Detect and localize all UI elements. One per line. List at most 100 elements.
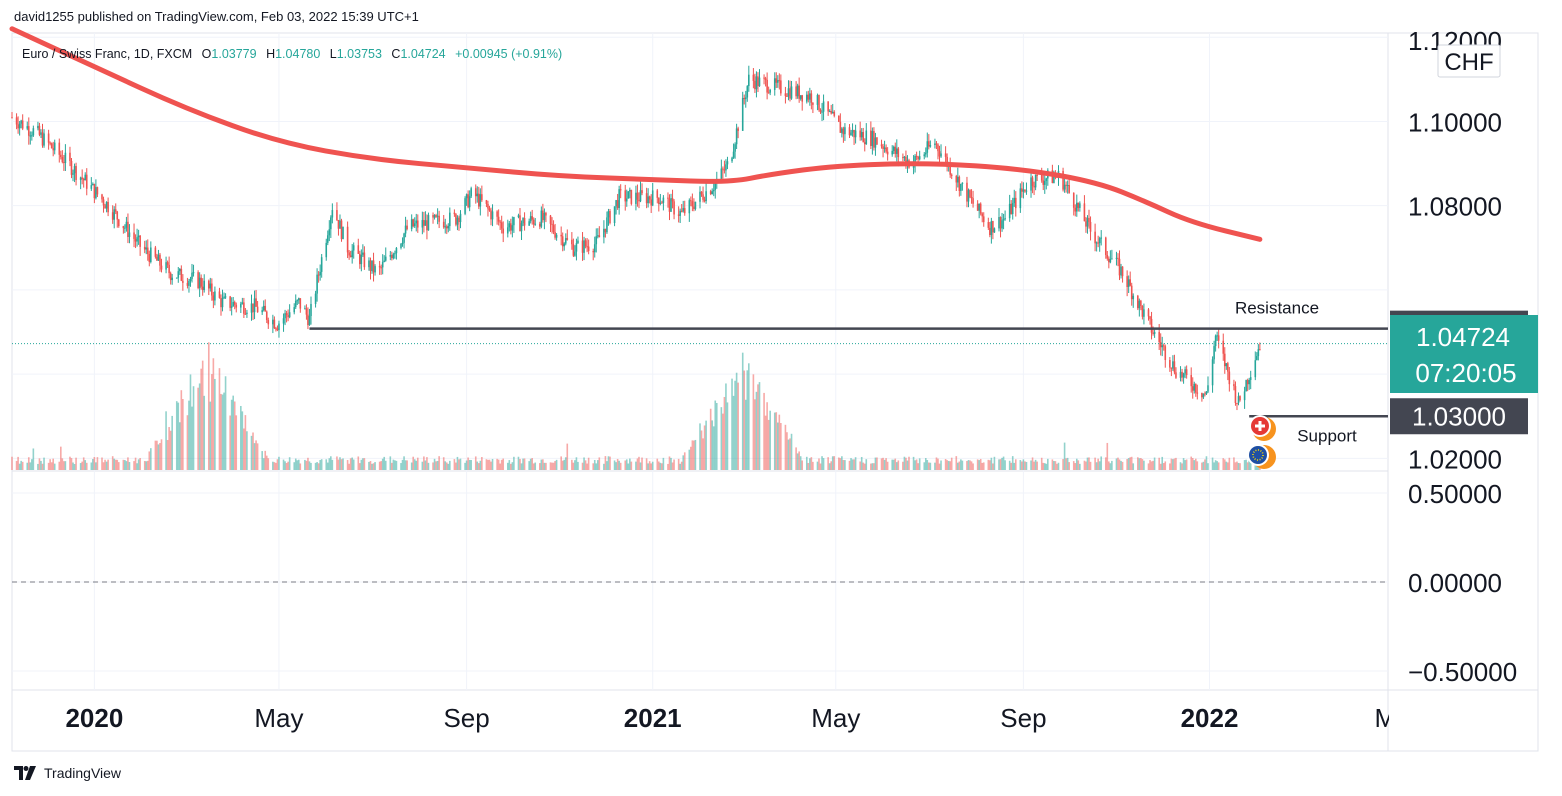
- candle-body: [1257, 349, 1260, 357]
- volume-bar: [395, 460, 398, 470]
- candle-body: [1217, 335, 1220, 341]
- volume-bar: [886, 461, 889, 470]
- volume-bar: [775, 412, 778, 470]
- candle-body: [822, 101, 825, 112]
- candle-body: [1248, 379, 1250, 385]
- candle-body: [146, 247, 149, 255]
- volume-bar: [165, 411, 167, 470]
- candle-body: [395, 247, 398, 254]
- volume-bar: [1104, 457, 1107, 470]
- candle-body: [830, 111, 832, 114]
- volume-bar: [805, 456, 808, 470]
- volume-bar: [763, 392, 765, 470]
- candle-body: [671, 198, 674, 202]
- candle-body: [737, 128, 739, 131]
- tradingview-logo-icon: [14, 766, 36, 780]
- volume-bar: [72, 462, 74, 470]
- volume-bar: [114, 459, 117, 470]
- candle-body: [1239, 396, 1241, 401]
- candle-body: [934, 143, 936, 146]
- candle-body: [346, 226, 349, 253]
- candle-body: [958, 176, 961, 191]
- candle-body: [287, 315, 289, 318]
- volume-bar: [60, 446, 62, 470]
- volume-bar: [949, 461, 951, 470]
- open-label: O: [202, 47, 212, 61]
- candle-body: [807, 94, 810, 100]
- volume-bar: [146, 460, 149, 470]
- volume-bar: [667, 463, 669, 470]
- candle-body: [839, 121, 842, 133]
- candle-body: [380, 267, 382, 269]
- volume-bar: [827, 457, 829, 470]
- volume-bar: [490, 461, 492, 470]
- close-label: C: [391, 47, 400, 61]
- volume-bar: [93, 457, 96, 470]
- candle-body: [924, 152, 927, 155]
- candle-body: [52, 148, 54, 151]
- candle-body: [459, 213, 462, 223]
- candle-body: [508, 223, 511, 228]
- volume-bar: [755, 391, 758, 470]
- volume-bar: [371, 463, 373, 470]
- volume-bar: [479, 460, 482, 470]
- volume-bar: [1248, 458, 1250, 470]
- candle-body: [1137, 295, 1139, 309]
- candle-body: [1138, 300, 1141, 309]
- price-axis[interactable]: 1.10000 1.08000 1.02000: [1408, 107, 1502, 474]
- volume-bar: [854, 457, 857, 470]
- candle-body: [703, 199, 706, 202]
- candle-body: [615, 200, 617, 207]
- candle-body: [40, 132, 42, 135]
- publisher-header: david1255 published on TradingView.com, …: [14, 9, 419, 24]
- candle-body: [357, 245, 360, 254]
- volume-bar: [566, 443, 569, 470]
- candle-body: [874, 137, 877, 148]
- volume-bar: [134, 457, 137, 470]
- volume-bar: [137, 459, 140, 470]
- candle-body: [746, 86, 749, 98]
- volume-bar: [29, 462, 32, 470]
- candle-body: [423, 220, 425, 226]
- candle-body: [682, 208, 685, 212]
- volume-bar: [261, 451, 263, 470]
- volume-bar: [18, 463, 21, 470]
- volume-bar: [673, 459, 675, 470]
- candle-body: [784, 93, 787, 96]
- volume-bar: [850, 458, 852, 470]
- candle-body: [1118, 258, 1121, 276]
- candle-body: [273, 319, 276, 329]
- volume-bar: [342, 458, 344, 470]
- candle-body: [1141, 305, 1144, 317]
- volume-bar: [694, 439, 697, 470]
- volume-bar: [513, 456, 515, 470]
- candle-body: [1094, 231, 1096, 244]
- candle-body: [255, 298, 257, 307]
- eur-flag-icon[interactable]: [1247, 444, 1276, 469]
- volume-bar: [778, 414, 781, 470]
- volume-bar: [272, 461, 274, 470]
- candle-body: [490, 210, 492, 220]
- candle-body: [188, 280, 190, 286]
- volume-bar: [1040, 457, 1043, 470]
- candle-body: [859, 130, 861, 138]
- volume-bar: [917, 463, 919, 470]
- candle-body: [683, 208, 686, 214]
- footer-brand[interactable]: TradingView: [14, 765, 121, 781]
- candle-body: [1256, 356, 1258, 361]
- candle-body: [60, 154, 62, 158]
- volume-bar: [442, 457, 445, 470]
- volume-bar: [203, 395, 206, 470]
- volume-bar: [1043, 463, 1046, 470]
- candle-body: [1143, 309, 1145, 317]
- candle-body: [520, 223, 523, 232]
- currency-label-box[interactable]: [1437, 44, 1501, 78]
- volume-bar: [1173, 458, 1176, 470]
- volume-bar: [326, 462, 329, 470]
- chf-flag-icon[interactable]: [1249, 415, 1276, 441]
- time-axis[interactable]: 2020MaySep2021MaySep2022Ma: [65, 692, 1537, 750]
- candle-body: [860, 132, 863, 138]
- volume-bar: [693, 440, 695, 470]
- volume-bar: [1065, 458, 1067, 470]
